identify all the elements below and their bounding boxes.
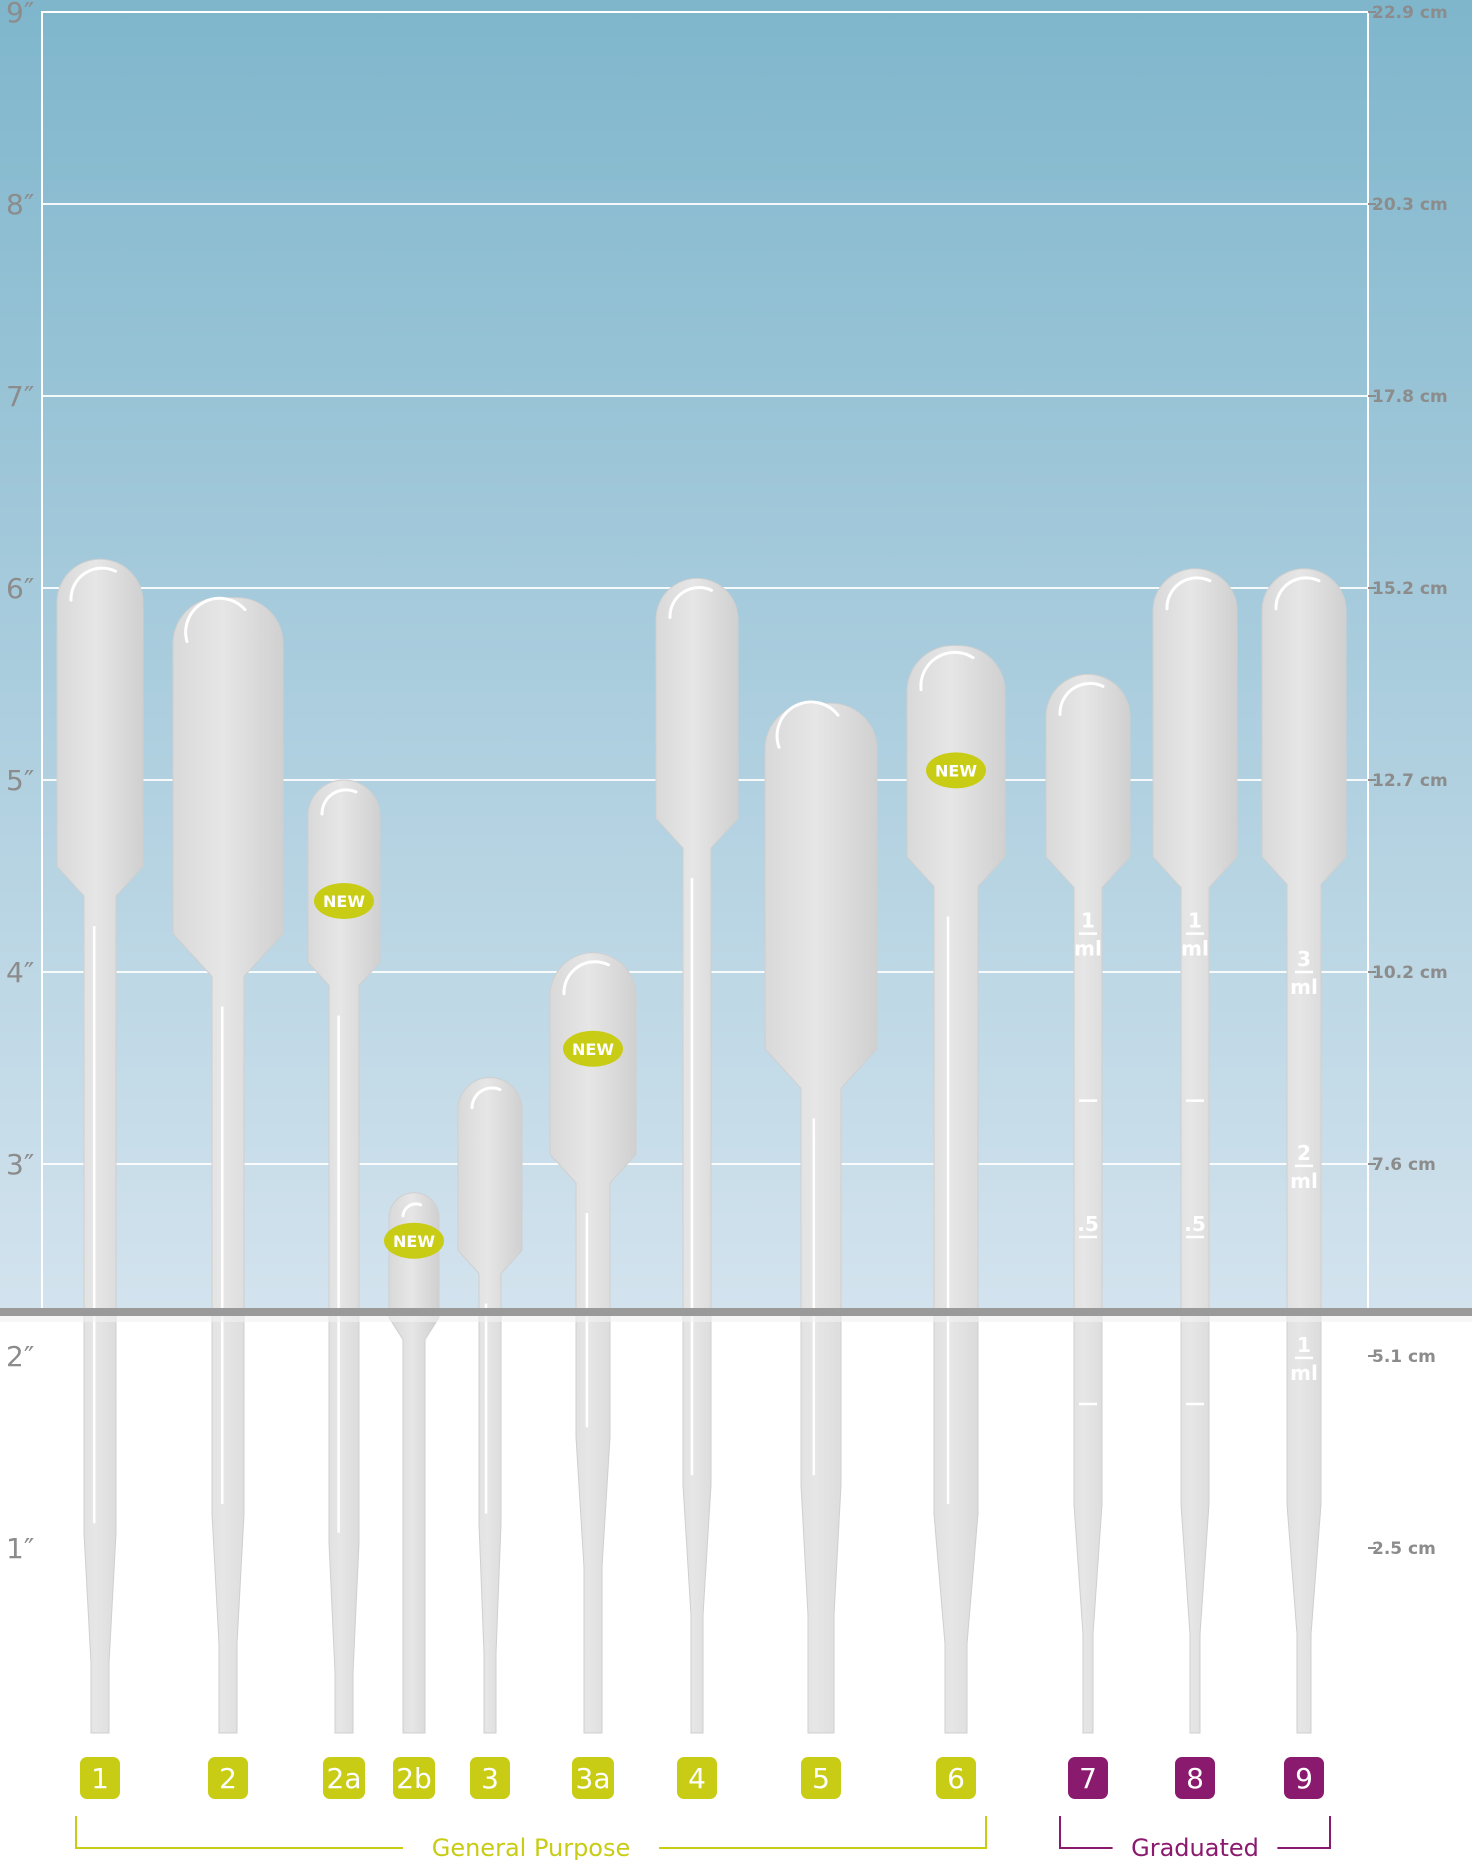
inch-label: 2″ (6, 1340, 34, 1373)
badge-8: 8 (1175, 1757, 1215, 1799)
cm-label: 7.6 cm (1372, 1155, 1436, 1175)
badge-number: 8 (1186, 1762, 1204, 1795)
badge-3a: 3a (572, 1757, 614, 1799)
grad-1ml-bottom: ml (1074, 937, 1102, 961)
badge-number: 5 (812, 1762, 830, 1795)
badge-number: 6 (947, 1762, 965, 1795)
badge-6: 6 (936, 1757, 976, 1799)
inch-label: 9″ (6, 0, 34, 29)
badge-2a: 2a (323, 1757, 365, 1799)
cm-label: 2.5 cm (1372, 1539, 1436, 1559)
grad-half-ml-top: .5 (1077, 1212, 1099, 1236)
new-sticker-label: NEW (393, 1232, 435, 1251)
badge-1: 1 (80, 1757, 120, 1799)
badge-number: 1 (91, 1762, 109, 1795)
cm-label: 22.9 cm (1372, 3, 1448, 23)
grad-3ml-bottom: ml (1290, 975, 1318, 999)
counter-shadow (0, 1316, 1472, 1322)
badge-number: 3 (481, 1762, 499, 1795)
badge-2b: 2b (393, 1757, 435, 1799)
badge-number: 2b (396, 1762, 432, 1795)
grad-1ml-bottom: ml (1181, 937, 1209, 961)
badge-number: 4 (688, 1762, 706, 1795)
badge-3: 3 (470, 1757, 510, 1799)
inch-label: 4″ (6, 956, 34, 989)
grad-3ml-top: 3 (1297, 947, 1311, 971)
grad-2ml-bottom: ml (1290, 1169, 1318, 1193)
cm-label: 12.7 cm (1372, 771, 1448, 791)
inch-label: 1″ (6, 1532, 34, 1565)
badge-2: 2 (208, 1757, 248, 1799)
grad-2ml-top: 2 (1297, 1141, 1311, 1165)
counter-edge (0, 1308, 1472, 1316)
badge-number: 2a (327, 1762, 362, 1795)
inch-label: 8″ (6, 188, 34, 221)
new-sticker-label: NEW (323, 892, 365, 911)
inch-label: 6″ (6, 572, 34, 605)
badge-number: 7 (1079, 1762, 1097, 1795)
cm-label: 15.2 cm (1372, 579, 1448, 599)
grad-1ml-top: 1 (1188, 909, 1202, 933)
inch-label: 3″ (6, 1148, 34, 1181)
inch-label: 7″ (6, 380, 34, 413)
grad-1ml-top: 1 (1297, 1333, 1311, 1357)
grad-1ml-bottom: ml (1290, 1361, 1318, 1385)
cm-label: 10.2 cm (1372, 963, 1448, 983)
badge-4: 4 (677, 1757, 717, 1799)
group-label: General Purpose (432, 1834, 631, 1860)
new-sticker-label: NEW (935, 761, 977, 780)
grad-1ml-top: 1 (1081, 909, 1095, 933)
badge-5: 5 (801, 1757, 841, 1799)
counter-line (0, 1308, 1472, 1322)
badge-number: 3a (576, 1762, 611, 1795)
group-label: Graduated (1131, 1834, 1259, 1860)
grad-half-ml-top: .5 (1184, 1212, 1206, 1236)
inch-label: 5″ (6, 764, 34, 797)
badge-number: 9 (1295, 1762, 1313, 1795)
badge-9: 9 (1284, 1757, 1324, 1799)
badge-7: 7 (1068, 1757, 1108, 1799)
cm-label: 17.8 cm (1372, 387, 1448, 407)
cm-label: 5.1 cm (1372, 1347, 1436, 1367)
cm-label: 20.3 cm (1372, 195, 1448, 215)
new-sticker-label: NEW (572, 1040, 614, 1059)
badge-number: 2 (219, 1762, 237, 1795)
